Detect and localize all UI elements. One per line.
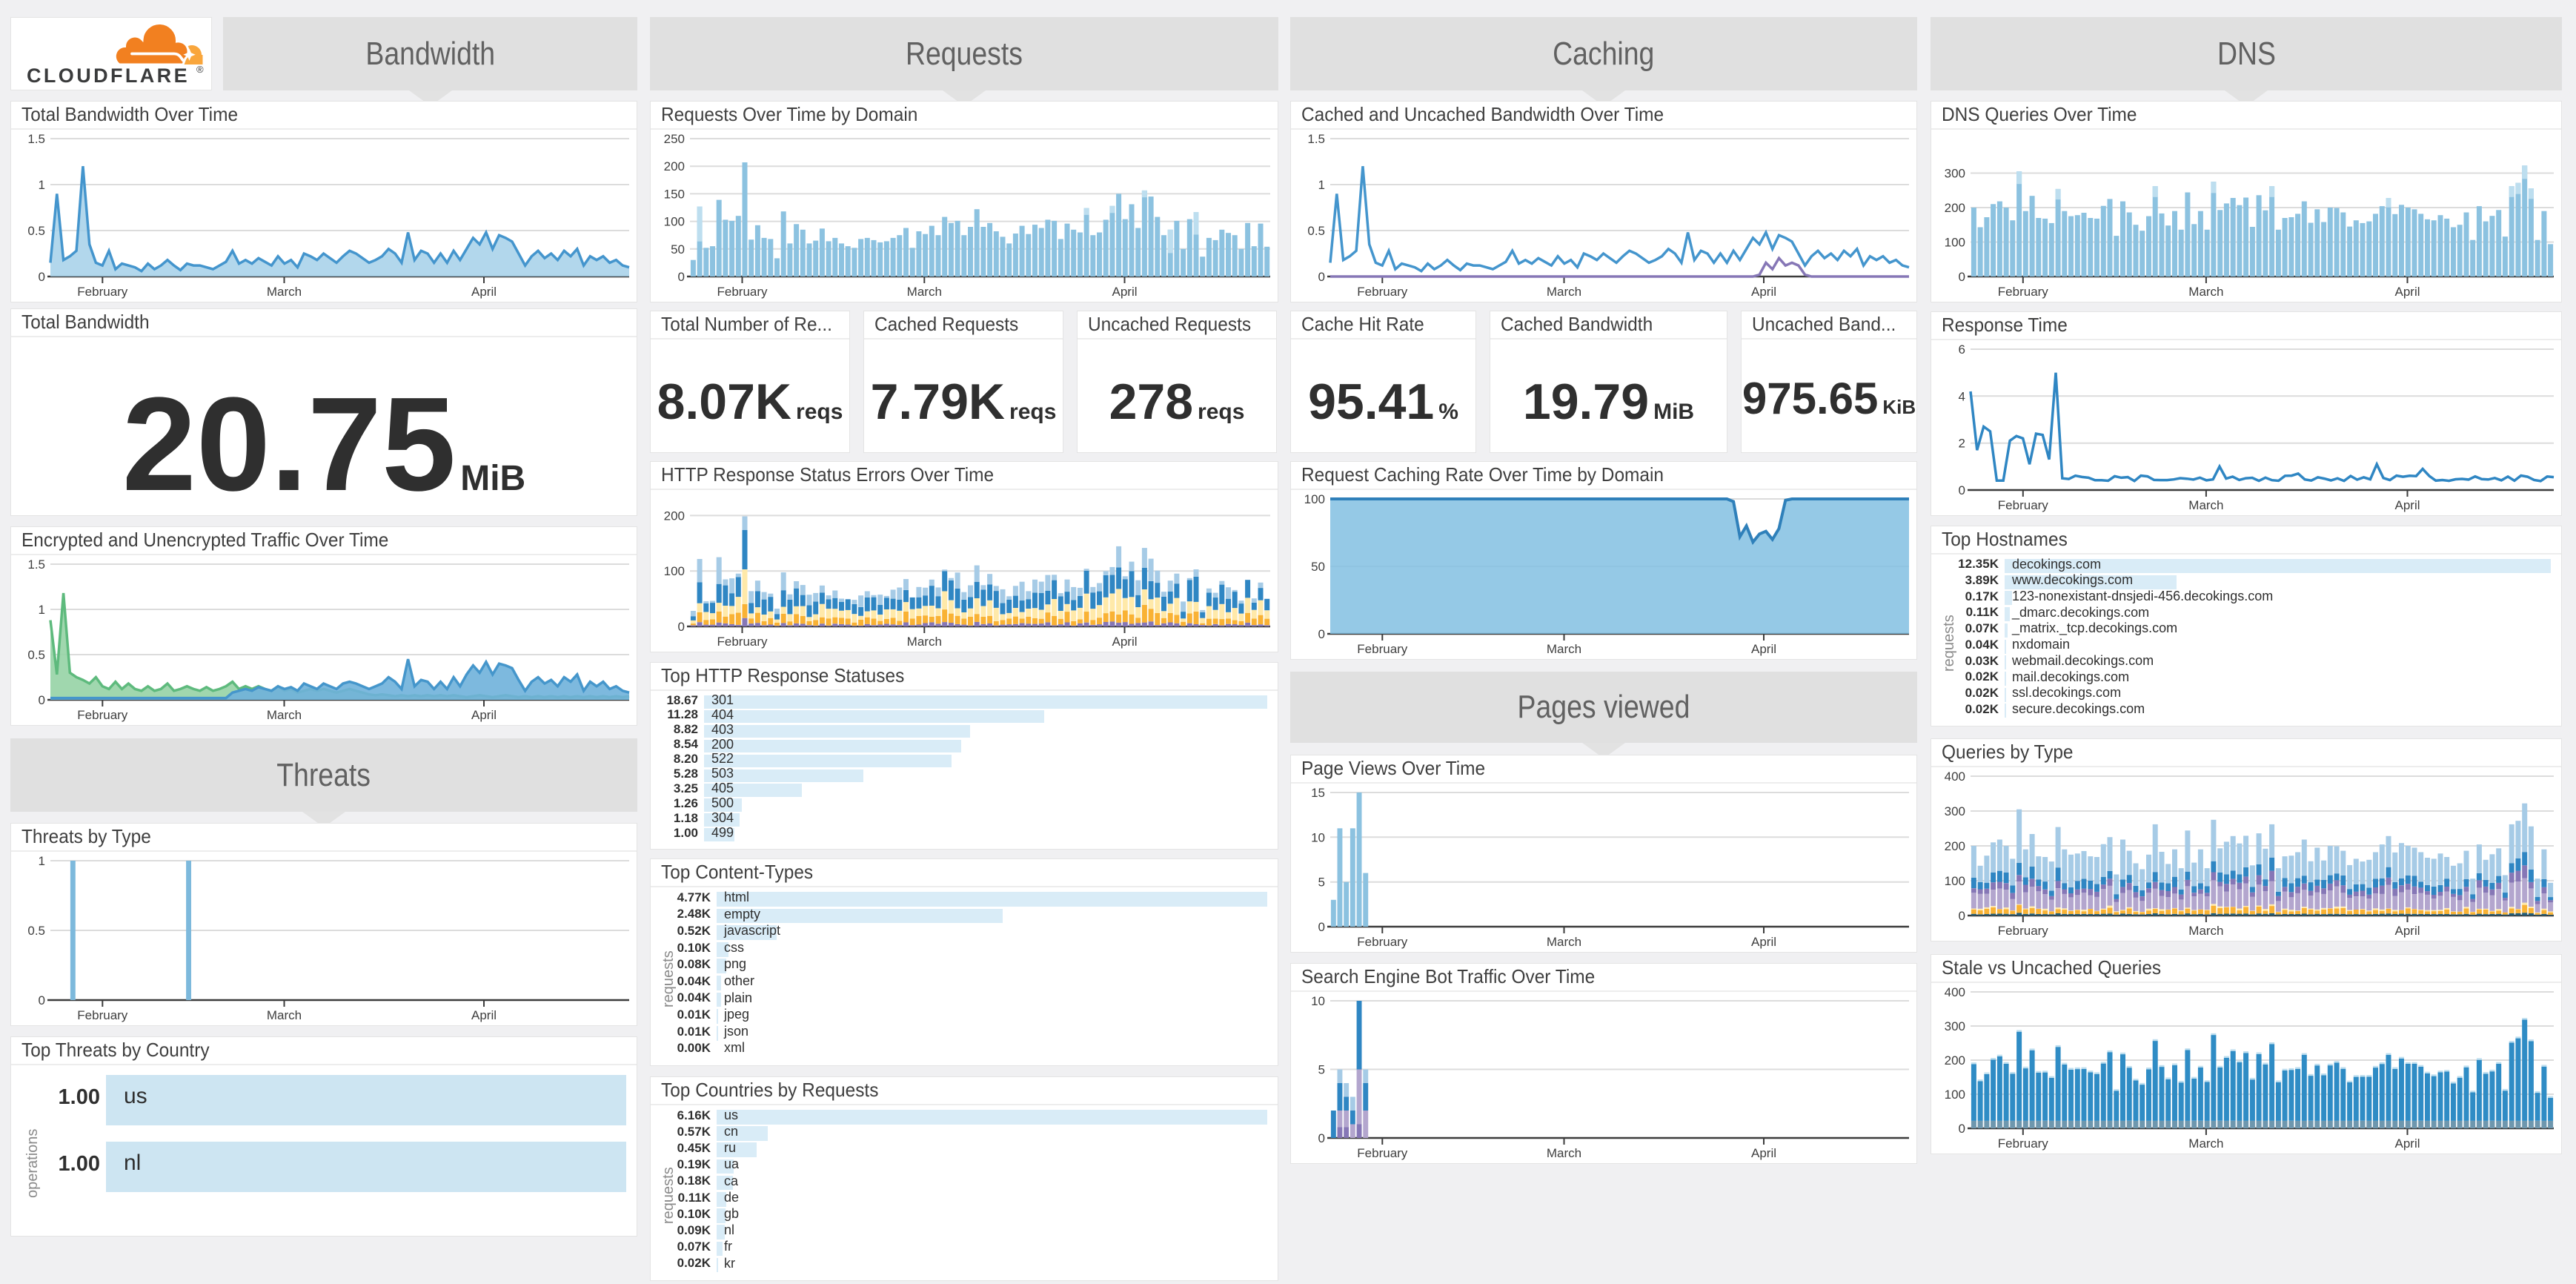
svg-text:February: February (1998, 924, 2049, 938)
svg-text:100: 100 (1945, 1088, 1965, 1102)
svg-text:February: February (1998, 1136, 2049, 1151)
svg-text:0: 0 (1959, 483, 1965, 497)
svg-text:50: 50 (1311, 560, 1325, 574)
svg-text:February: February (1357, 285, 1408, 299)
svg-text:0: 0 (1318, 627, 1325, 641)
svg-text:1.5: 1.5 (27, 557, 45, 572)
svg-text:March: March (2188, 285, 2223, 299)
svg-text:March: March (1547, 935, 1581, 949)
svg-text:February: February (1998, 285, 2049, 299)
svg-text:April: April (1751, 1146, 1776, 1160)
svg-text:April: April (471, 708, 497, 722)
svg-text:April: April (1751, 285, 1776, 299)
svg-text:February: February (717, 285, 768, 299)
svg-text:4: 4 (1959, 389, 1965, 403)
svg-text:400: 400 (1945, 985, 1965, 999)
svg-text:February: February (77, 285, 128, 299)
svg-text:March: March (2188, 1136, 2223, 1151)
svg-text:10: 10 (1311, 830, 1325, 844)
svg-text:February: February (77, 708, 128, 722)
svg-text:0: 0 (1318, 270, 1325, 284)
svg-text:0: 0 (1318, 1131, 1325, 1145)
svg-text:100: 100 (1945, 236, 1965, 250)
svg-text:February: February (1357, 935, 1408, 949)
svg-text:April: April (471, 1008, 497, 1022)
svg-text:300: 300 (1945, 167, 1965, 181)
svg-text:March: March (267, 285, 302, 299)
svg-text:March: March (267, 1008, 302, 1022)
svg-text:®: ® (196, 64, 204, 75)
svg-text:100: 100 (664, 215, 685, 229)
svg-text:0.5: 0.5 (27, 224, 45, 238)
svg-text:5: 5 (1318, 876, 1325, 890)
svg-text:April: April (2394, 498, 2420, 512)
svg-text:1: 1 (39, 178, 45, 192)
svg-text:1.5: 1.5 (1307, 132, 1325, 146)
svg-text:March: March (1547, 285, 1581, 299)
svg-text:50: 50 (671, 242, 685, 257)
svg-text:April: April (2394, 1136, 2420, 1151)
svg-text:0.5: 0.5 (27, 648, 45, 662)
svg-text:100: 100 (1945, 874, 1965, 888)
svg-text:0: 0 (39, 270, 45, 284)
svg-text:0: 0 (1959, 270, 1965, 284)
svg-text:6: 6 (1959, 342, 1965, 357)
svg-text:200: 200 (664, 159, 685, 173)
svg-text:0: 0 (39, 993, 45, 1007)
svg-text:150: 150 (664, 187, 685, 201)
svg-text:1: 1 (39, 854, 45, 868)
svg-text:0: 0 (678, 270, 685, 284)
svg-text:0: 0 (678, 620, 685, 634)
svg-text:February: February (1357, 1146, 1408, 1160)
svg-text:February: February (1998, 498, 2049, 512)
svg-text:March: March (1547, 642, 1581, 656)
svg-text:300: 300 (1945, 804, 1965, 818)
svg-text:1.5: 1.5 (27, 132, 45, 146)
svg-text:0.5: 0.5 (1307, 224, 1325, 238)
svg-text:March: March (907, 285, 942, 299)
svg-text:300: 300 (1945, 1019, 1965, 1033)
svg-text:250: 250 (664, 132, 685, 146)
svg-text:April: April (1751, 935, 1776, 949)
svg-text:0: 0 (1959, 1122, 1965, 1136)
svg-text:April: April (471, 285, 497, 299)
svg-text:March: March (2188, 924, 2223, 938)
svg-text:April: April (1112, 285, 1137, 299)
svg-text:5: 5 (1318, 1063, 1325, 1077)
svg-text:10: 10 (1311, 994, 1325, 1008)
svg-text:April: April (2394, 924, 2420, 938)
svg-text:200: 200 (1945, 201, 1965, 215)
svg-text:1: 1 (39, 603, 45, 617)
svg-text:0: 0 (1318, 920, 1325, 934)
svg-text:April: April (1751, 642, 1776, 656)
svg-text:March: March (2188, 498, 2223, 512)
svg-text:February: February (717, 635, 768, 649)
svg-text:April: April (1112, 635, 1137, 649)
svg-text:February: February (77, 1008, 128, 1022)
svg-text:April: April (2394, 285, 2420, 299)
svg-text:200: 200 (1945, 839, 1965, 853)
svg-text:100: 100 (1304, 492, 1325, 506)
svg-text:March: March (267, 708, 302, 722)
svg-text:CLOUDFLARE: CLOUDFLARE (27, 64, 190, 87)
svg-text:March: March (1547, 1146, 1581, 1160)
svg-text:2: 2 (1959, 437, 1965, 451)
svg-text:400: 400 (1945, 770, 1965, 784)
svg-text:15: 15 (1311, 786, 1325, 800)
svg-text:0.5: 0.5 (27, 924, 45, 938)
svg-text:200: 200 (1945, 1053, 1965, 1068)
svg-text:200: 200 (664, 509, 685, 523)
svg-text:1: 1 (1318, 178, 1325, 192)
svg-text:0: 0 (1959, 909, 1965, 923)
svg-text:0: 0 (39, 693, 45, 707)
svg-text:February: February (1357, 642, 1408, 656)
svg-text:100: 100 (664, 564, 685, 578)
svg-text:March: March (907, 635, 942, 649)
